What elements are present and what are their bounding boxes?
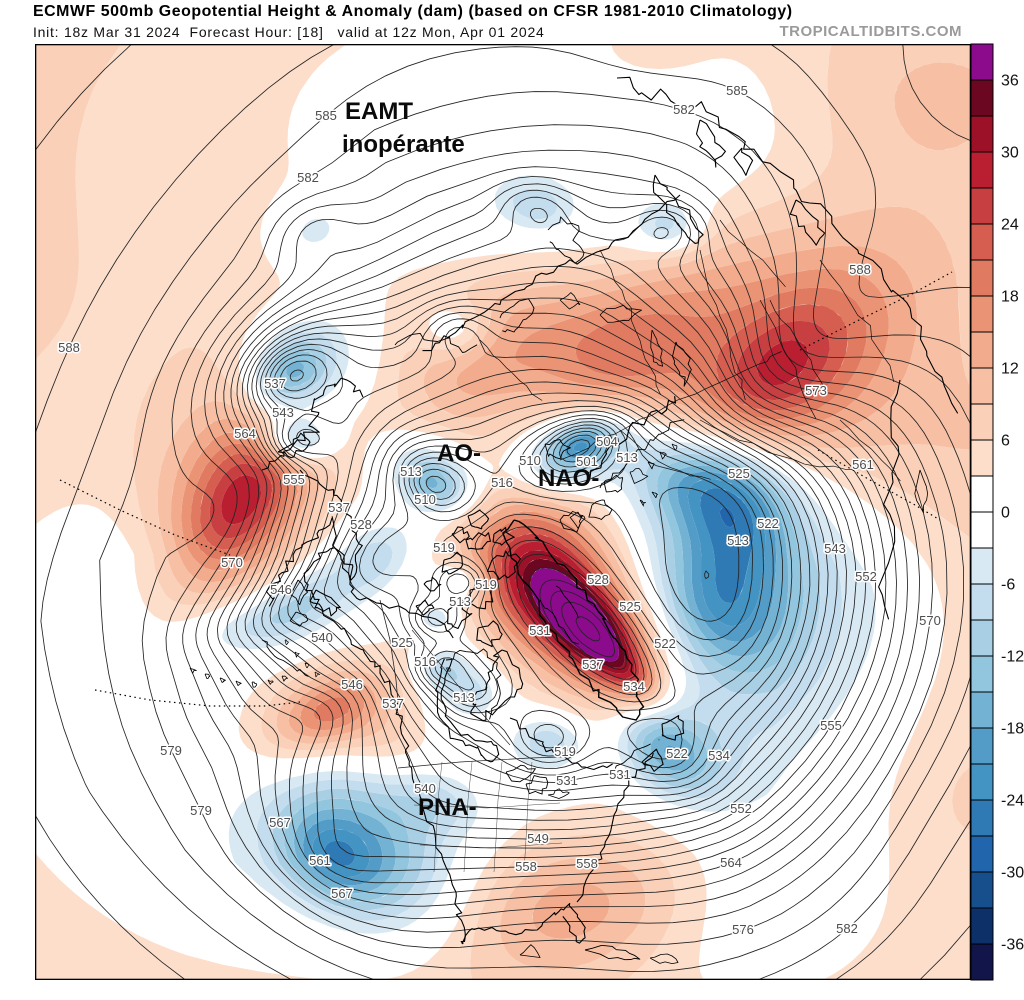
svg-text:555: 555 bbox=[283, 472, 305, 487]
svg-text:510: 510 bbox=[519, 453, 541, 468]
svg-text:552: 552 bbox=[730, 801, 752, 816]
svg-text:513: 513 bbox=[453, 690, 475, 705]
svg-text:534: 534 bbox=[623, 679, 645, 694]
svg-text:EAMT: EAMT bbox=[345, 98, 413, 125]
svg-text:516: 516 bbox=[491, 475, 513, 490]
svg-text:543: 543 bbox=[272, 405, 294, 420]
svg-text:582: 582 bbox=[297, 170, 319, 185]
svg-text:inopérante: inopérante bbox=[342, 131, 465, 158]
svg-text:561: 561 bbox=[852, 457, 874, 472]
svg-text:12: 12 bbox=[1001, 361, 1019, 378]
svg-text:582: 582 bbox=[836, 921, 858, 936]
svg-text:513: 513 bbox=[616, 450, 638, 465]
svg-text:18: 18 bbox=[1001, 289, 1019, 306]
svg-text:PNA-: PNA- bbox=[418, 794, 477, 821]
svg-text:576: 576 bbox=[732, 922, 754, 937]
svg-text:549: 549 bbox=[527, 831, 549, 846]
svg-text:513: 513 bbox=[449, 594, 471, 609]
svg-text:519: 519 bbox=[475, 577, 497, 592]
svg-text:585: 585 bbox=[315, 108, 337, 123]
svg-text:585: 585 bbox=[726, 83, 748, 98]
svg-text:537: 537 bbox=[582, 657, 604, 672]
svg-text:558: 558 bbox=[576, 856, 598, 871]
svg-text:531: 531 bbox=[529, 623, 551, 638]
svg-text:525: 525 bbox=[619, 599, 641, 614]
svg-text:516: 516 bbox=[414, 654, 436, 669]
svg-text:582: 582 bbox=[673, 102, 695, 117]
svg-text:558: 558 bbox=[515, 859, 537, 874]
svg-text:522: 522 bbox=[757, 516, 779, 531]
svg-text:588: 588 bbox=[58, 340, 80, 355]
svg-text:543: 543 bbox=[824, 541, 846, 556]
svg-text:513: 513 bbox=[727, 533, 749, 548]
svg-text:30: 30 bbox=[1001, 145, 1019, 162]
svg-text:501: 501 bbox=[576, 454, 598, 469]
svg-text:528: 528 bbox=[587, 572, 609, 587]
svg-text:522: 522 bbox=[654, 636, 676, 651]
svg-text:24: 24 bbox=[1001, 217, 1019, 234]
svg-text:540: 540 bbox=[311, 630, 333, 645]
svg-text:531: 531 bbox=[609, 767, 631, 782]
svg-text:519: 519 bbox=[554, 744, 576, 759]
svg-text:510: 510 bbox=[414, 492, 436, 507]
svg-text:579: 579 bbox=[160, 743, 182, 758]
svg-text:6: 6 bbox=[1001, 433, 1010, 450]
svg-text:564: 564 bbox=[720, 855, 742, 870]
svg-text:513: 513 bbox=[400, 464, 422, 479]
svg-text:579: 579 bbox=[190, 803, 212, 818]
svg-text:546: 546 bbox=[341, 677, 363, 692]
svg-text:-24: -24 bbox=[1001, 793, 1024, 810]
svg-text:567: 567 bbox=[331, 886, 353, 901]
svg-text:525: 525 bbox=[728, 466, 750, 481]
svg-text:519: 519 bbox=[433, 540, 455, 555]
svg-text:NAO-: NAO- bbox=[538, 465, 599, 492]
svg-text:-18: -18 bbox=[1001, 721, 1024, 738]
svg-text:555: 555 bbox=[820, 718, 842, 733]
svg-text:525: 525 bbox=[391, 635, 413, 650]
svg-text:540: 540 bbox=[414, 781, 436, 796]
svg-text:36: 36 bbox=[1001, 73, 1019, 90]
svg-text:534: 534 bbox=[708, 748, 730, 763]
svg-text:573: 573 bbox=[805, 383, 827, 398]
svg-text:552: 552 bbox=[855, 569, 877, 584]
svg-text:537: 537 bbox=[264, 376, 286, 391]
svg-text:570: 570 bbox=[221, 555, 243, 570]
svg-text:522: 522 bbox=[666, 746, 688, 761]
svg-text:546: 546 bbox=[270, 582, 292, 597]
svg-text:537: 537 bbox=[382, 696, 404, 711]
svg-text:564: 564 bbox=[234, 426, 256, 441]
svg-text:504: 504 bbox=[596, 434, 618, 449]
svg-text:537: 537 bbox=[328, 500, 350, 515]
svg-text:0: 0 bbox=[1001, 505, 1010, 522]
svg-text:-30: -30 bbox=[1001, 865, 1024, 882]
svg-text:567: 567 bbox=[269, 815, 291, 830]
svg-text:570: 570 bbox=[919, 613, 941, 628]
svg-text:-12: -12 bbox=[1001, 649, 1024, 666]
svg-text:588: 588 bbox=[849, 262, 871, 277]
svg-text:AO-: AO- bbox=[437, 440, 481, 467]
svg-text:-36: -36 bbox=[1001, 937, 1024, 954]
svg-text:528: 528 bbox=[350, 517, 372, 532]
svg-text:-6: -6 bbox=[1001, 577, 1015, 594]
svg-text:531: 531 bbox=[556, 773, 578, 788]
svg-text:561: 561 bbox=[309, 853, 331, 868]
